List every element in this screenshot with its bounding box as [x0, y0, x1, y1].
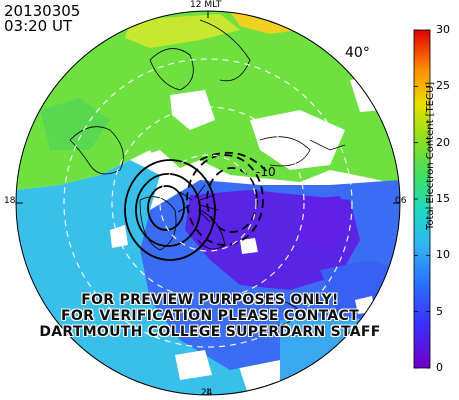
tec-region-yellow [125, 14, 240, 48]
date-label: 20130305 [4, 2, 81, 20]
colorbar-tick-label: 10 [436, 248, 450, 262]
tec-gap-white [250, 110, 345, 170]
mlt-ticks [16, 11, 400, 395]
colorbar-tick-label: 0 [436, 361, 443, 374]
colorbar-ticks [414, 29, 430, 369]
colorbar-title: Total Electron Content [TECU] [425, 81, 436, 230]
latitude-label: 40° [345, 45, 370, 61]
colorbar-tick-label: 30 [436, 23, 450, 36]
latitude-grid [63, 58, 353, 348]
velocity-vectors [177, 184, 219, 223]
colorbar-tick-label: 15 [436, 192, 450, 205]
watermark-line-1: FOR PREVIEW PURPOSES ONLY! [81, 292, 339, 308]
time-label: 03:20 UT [4, 17, 73, 35]
convection-contours [124, 151, 271, 261]
watermark-line-2: FOR VERIFICATION PLEASE CONTACT [61, 308, 359, 324]
colorbar-tick-label: 20 [436, 135, 450, 149]
colorbar-tick-label: 5 [436, 304, 443, 318]
watermark-line-3: DARTMOUTH COLLEGE SUPERDARN STAFF [39, 324, 381, 340]
mlt-label-top: 12 MLT [190, 0, 222, 10]
mlt-label-bottom: 24 [201, 388, 213, 398]
colorbar-tick-label: 25 [436, 79, 450, 93]
mlt-label-right: 06 [395, 196, 407, 206]
contour-label: -10 [256, 165, 276, 179]
mlt-label-left: 18 [4, 196, 16, 206]
